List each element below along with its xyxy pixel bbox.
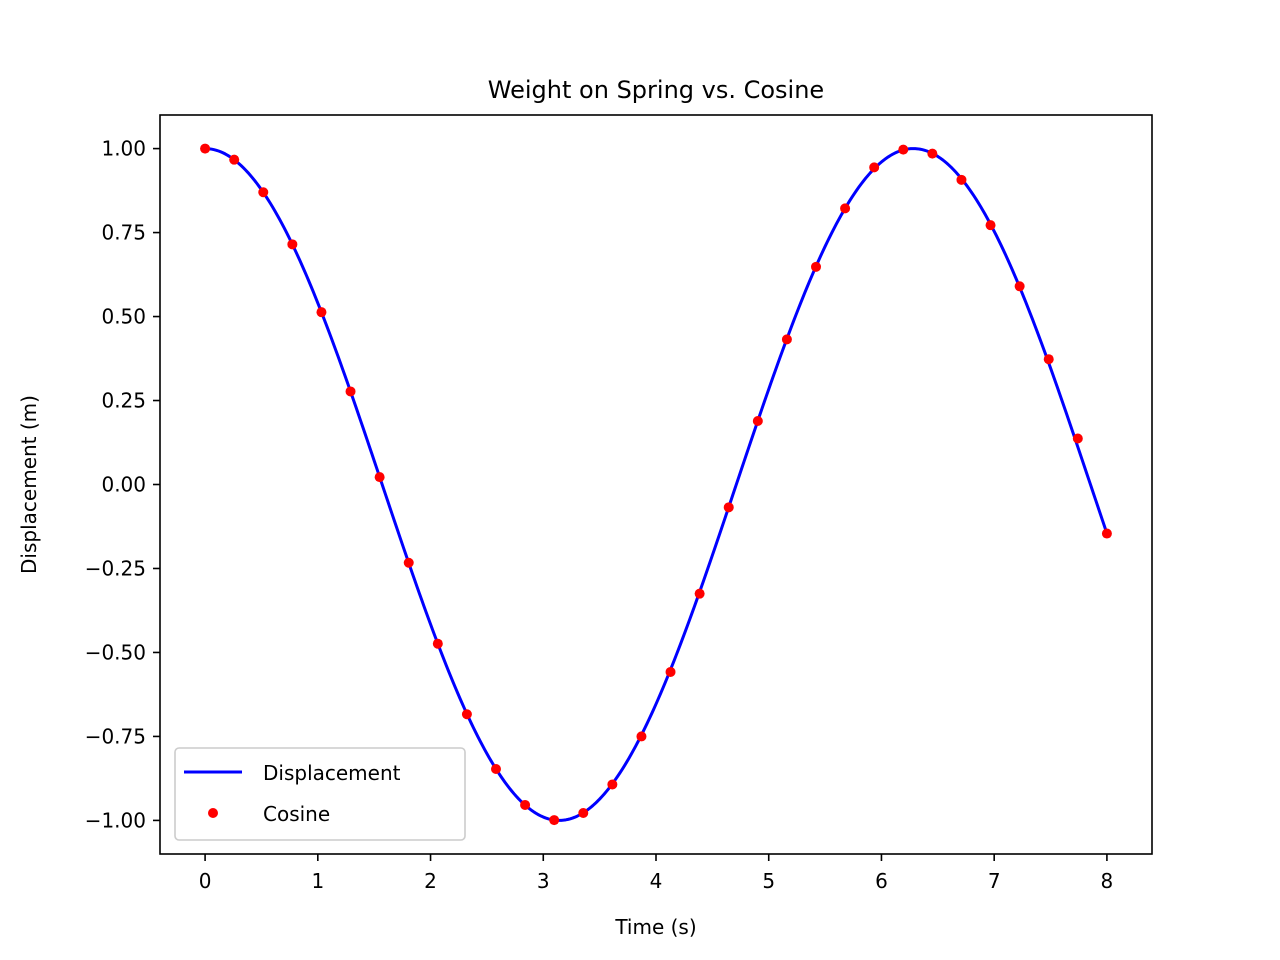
- cosine-point: [345, 386, 356, 397]
- cosine-point: [1043, 354, 1054, 365]
- cosine-point: [200, 143, 211, 154]
- legend-label-cosine: Cosine: [263, 802, 330, 826]
- x-tick-label: 1: [311, 869, 324, 893]
- y-tick-label: 1.00: [101, 137, 146, 161]
- cosine-point: [636, 731, 647, 742]
- cosine-point: [1014, 281, 1025, 292]
- cosine-point: [374, 472, 385, 483]
- cosine-point: [723, 502, 734, 513]
- x-tick-label: 8: [1101, 869, 1114, 893]
- chart-title: Weight on Spring vs. Cosine: [488, 76, 824, 104]
- cosine-point: [811, 261, 822, 272]
- cosine-point: [927, 148, 938, 159]
- cosine-point: [316, 307, 327, 318]
- cosine-point: [956, 174, 967, 185]
- y-tick-label: −0.75: [85, 724, 146, 748]
- legend-point-swatch: [208, 808, 218, 818]
- y-tick-label: 0.50: [101, 305, 146, 329]
- legend: Displacement Cosine: [174, 747, 466, 841]
- x-tick-label: 0: [199, 869, 212, 893]
- y-tick-label: 0.25: [101, 389, 146, 413]
- cosine-point: [578, 808, 589, 819]
- cosine-point: [781, 334, 792, 345]
- x-tick-label: 6: [875, 869, 888, 893]
- y-tick-label: 0.00: [101, 473, 146, 497]
- y-axis-title: Displacement (m): [17, 395, 41, 574]
- cosine-point: [490, 764, 501, 775]
- cosine-point: [549, 815, 560, 826]
- x-tick-label: 3: [537, 869, 550, 893]
- cosine-point: [520, 799, 531, 810]
- cosine-point: [985, 220, 996, 231]
- cosine-point: [1072, 433, 1083, 444]
- cosine-point: [461, 709, 472, 720]
- cosine-point: [752, 416, 763, 427]
- cosine-point: [432, 638, 443, 649]
- x-tick-label: 7: [988, 869, 1001, 893]
- cosine-point: [665, 666, 676, 677]
- cosine-point: [869, 162, 880, 173]
- cosine-point: [898, 144, 909, 155]
- cosine-point: [287, 239, 298, 250]
- x-tick-label: 4: [650, 869, 663, 893]
- cosine-point: [694, 588, 705, 599]
- x-axis-title: Time (s): [614, 915, 696, 939]
- ticks: 0 1 2 3 4 5 6 7 8 1.00 0.75 0.50 0.25 0.00 −0.25 −0.50 −…: [85, 137, 1114, 893]
- cosine-point: [229, 154, 240, 165]
- y-tick-label: 0.75: [101, 221, 146, 245]
- displacement-line: [205, 147, 1109, 822]
- cosine-point: [258, 187, 269, 198]
- cosine-point: [840, 203, 851, 214]
- cosine-point: [607, 779, 618, 790]
- legend-box: [174, 747, 466, 841]
- x-tick-label: 5: [762, 869, 775, 893]
- legend-label-displacement: Displacement: [263, 761, 401, 785]
- cosine-point: [403, 557, 414, 568]
- y-tick-label: −0.50: [85, 640, 146, 664]
- y-tick-label: −1.00: [85, 808, 146, 832]
- x-tick-label: 2: [424, 869, 437, 893]
- cosine-point: [1101, 528, 1112, 539]
- plot-area: [200, 143, 1112, 826]
- y-tick-label: −0.25: [85, 556, 146, 580]
